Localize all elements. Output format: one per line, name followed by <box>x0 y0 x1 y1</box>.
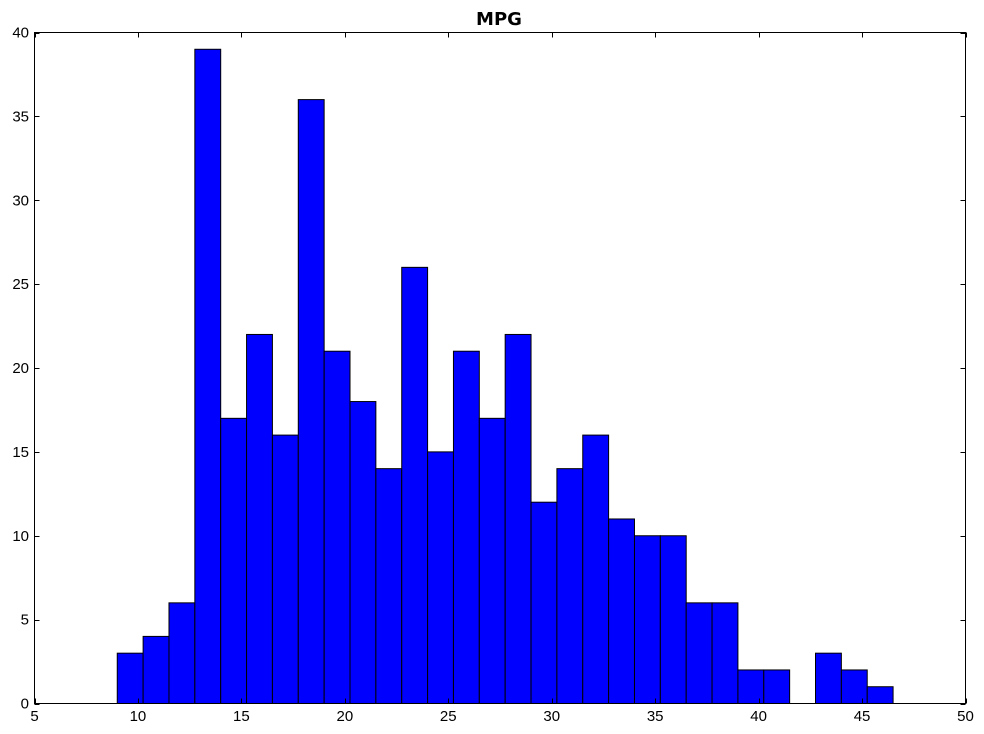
histogram-bar-21 <box>659 535 687 704</box>
y-tick-label: 30 <box>12 192 29 209</box>
histogram-bar-10 <box>375 468 403 704</box>
histogram-bar-11 <box>401 266 429 704</box>
y-tick-label: 0 <box>21 696 29 713</box>
y-tick-label: 5 <box>21 612 29 629</box>
x-tick-label: 15 <box>233 708 250 725</box>
x-tick-label: 35 <box>647 708 664 725</box>
histogram-bar-9 <box>349 401 377 704</box>
x-axis-tick-labels: 5 10 15 20 25 30 35 40 45 50 <box>30 708 974 725</box>
x-tick-label: 10 <box>130 708 147 725</box>
x-tick-label: 50 <box>957 708 974 725</box>
histogram-bar-3 <box>194 48 222 704</box>
histogram-bar-5 <box>246 333 273 704</box>
axis-ticks <box>34 32 967 705</box>
histogram-bar-15 <box>504 333 532 704</box>
histogram-bar-19 <box>608 518 635 704</box>
y-tick-label: 15 <box>12 444 29 461</box>
histogram-bar-20 <box>633 535 661 704</box>
histogram-bar-29 <box>866 686 894 704</box>
x-tick-label: 30 <box>543 708 560 725</box>
histogram-bar-4 <box>220 417 248 704</box>
y-tick-label: 35 <box>12 108 29 125</box>
chart-title: MPG <box>476 9 522 30</box>
histogram-bar-13 <box>452 350 480 704</box>
histogram-bar-7 <box>297 99 325 705</box>
histogram-bar-12 <box>427 451 454 704</box>
histogram-bar-23 <box>711 602 739 704</box>
y-tick-label: 25 <box>12 276 29 293</box>
x-tick-label: 20 <box>336 708 353 725</box>
histogram-bar-27 <box>815 652 842 704</box>
histogram-bar-18 <box>582 434 610 704</box>
x-tick-label: 45 <box>854 708 871 725</box>
histogram-bar-25 <box>763 669 791 705</box>
histogram-bar-1 <box>142 635 170 705</box>
histogram-bar-22 <box>685 602 713 704</box>
histogram-bar-28 <box>840 669 868 705</box>
histogram-bars <box>116 48 894 705</box>
histogram-bar-2 <box>168 602 196 704</box>
y-tick-label: 10 <box>12 528 29 545</box>
histogram-bar-24 <box>737 669 765 705</box>
histogram-bar-17 <box>556 468 584 704</box>
x-tick-label: 40 <box>750 708 767 725</box>
histogram-bar-0 <box>116 652 144 704</box>
histogram-bar-14 <box>478 417 506 704</box>
histogram-bar-6 <box>271 434 299 704</box>
x-tick-label: 5 <box>30 708 38 725</box>
y-tick-label: 40 <box>12 25 29 42</box>
y-axis-tick-labels: 0 5 10 15 20 25 30 35 40 <box>12 25 29 713</box>
plot-frame <box>34 32 966 704</box>
histogram-bar-8 <box>323 350 351 704</box>
histogram-bar-16 <box>530 501 558 705</box>
x-tick-label: 25 <box>440 708 457 725</box>
y-tick-label: 20 <box>12 360 29 377</box>
